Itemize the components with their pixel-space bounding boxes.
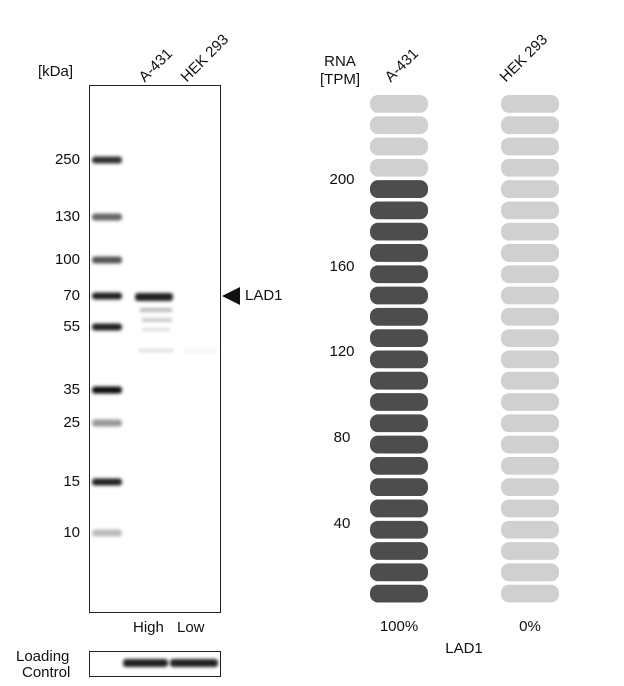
rna-segment [370, 329, 428, 347]
rna-tick-label: 80 [334, 429, 351, 446]
rna-segment [501, 563, 559, 582]
marker-band [92, 529, 122, 537]
rna-segment [501, 371, 559, 390]
rna-tick-label: 40 [334, 515, 351, 532]
rna-segment [370, 542, 428, 560]
marker-label: 25 [63, 414, 80, 431]
rna-segment [370, 393, 428, 411]
rna-segment [370, 584, 428, 603]
rna-tick-label: 160 [329, 258, 354, 275]
rna-segment [501, 329, 559, 347]
marker-band [92, 256, 122, 264]
rna-bars [370, 95, 559, 603]
marker-band [92, 156, 122, 164]
rna-segment [501, 414, 559, 433]
rna-segment [501, 478, 559, 497]
rna-segment [370, 371, 428, 390]
rna-segment [501, 520, 559, 539]
rna-segment [370, 137, 428, 156]
marker-band [92, 419, 122, 427]
marker-label: 250 [55, 151, 80, 168]
marker-band [92, 386, 122, 394]
rna-segment [370, 435, 428, 454]
percent-label: 100% [380, 618, 418, 635]
rna-segment [501, 393, 559, 411]
level-label: High [133, 619, 164, 636]
rna-segment [370, 286, 428, 305]
marker-label: 55 [63, 318, 80, 335]
rna-segment [370, 265, 428, 284]
rna-segment [501, 456, 559, 475]
rna-segment [501, 180, 559, 198]
rna-segment [501, 137, 559, 156]
level-label: Low [177, 619, 205, 636]
sample-bands [135, 293, 215, 352]
lane-label: A-431 [136, 45, 176, 85]
marker-label: 100 [55, 251, 80, 268]
rna-segment [501, 542, 559, 560]
rna-segment [370, 499, 428, 518]
marker-label: 15 [63, 473, 80, 490]
target-label: LAD1 [245, 287, 283, 304]
rna-segment [501, 435, 559, 454]
rna-segment [370, 563, 428, 582]
loading-label: Control [22, 664, 70, 681]
rna-segment [370, 414, 428, 433]
rna-segment [501, 286, 559, 305]
marker-label: 70 [63, 287, 80, 304]
marker-bands [92, 156, 122, 537]
lane-label: HEK 293 [178, 31, 232, 85]
marker-label: 10 [63, 524, 80, 541]
rna-axis-label: RNA [324, 53, 356, 70]
rna-segment [370, 307, 428, 326]
rna-segment [501, 222, 559, 241]
rna-segment [370, 520, 428, 539]
gene-label: LAD1 [445, 640, 483, 657]
marker-band [92, 292, 122, 300]
rna-segment [501, 95, 559, 113]
rna-segment [501, 244, 559, 262]
rna-segment [501, 201, 559, 220]
marker-label: 130 [55, 208, 80, 225]
rna-segment [370, 180, 428, 198]
rna-segment [370, 222, 428, 241]
rna-segment [370, 158, 428, 177]
rna-segment [370, 456, 428, 475]
rna-tick-label: 200 [329, 171, 354, 188]
percent-label: 0% [519, 618, 541, 635]
unit-label: [kDa] [38, 63, 73, 80]
marker-band [92, 213, 122, 221]
rna-segment [501, 350, 559, 369]
rna-segment [370, 201, 428, 220]
cell-line-label: A-431 [382, 45, 422, 85]
loading-label: Loading [16, 648, 69, 665]
rna-segment [501, 265, 559, 284]
rna-segment [501, 307, 559, 326]
marker-label: 35 [63, 381, 80, 398]
rna-segment [501, 584, 559, 603]
rna-segment [501, 116, 559, 135]
cell-line-label: HEK 293 [497, 31, 551, 85]
marker-band [92, 478, 122, 486]
rna-segment [370, 116, 428, 135]
rna-segment [370, 350, 428, 369]
loading-bands [123, 659, 218, 667]
rna-segment [370, 244, 428, 262]
marker-band [92, 323, 122, 331]
rna-tick-label: 120 [329, 343, 354, 360]
rna-axis-label: [TPM] [320, 71, 360, 88]
rna-segment [370, 95, 428, 113]
rna-segment [501, 158, 559, 177]
rna-segment [370, 478, 428, 497]
target-arrow [222, 287, 240, 305]
rna-segment [501, 499, 559, 518]
